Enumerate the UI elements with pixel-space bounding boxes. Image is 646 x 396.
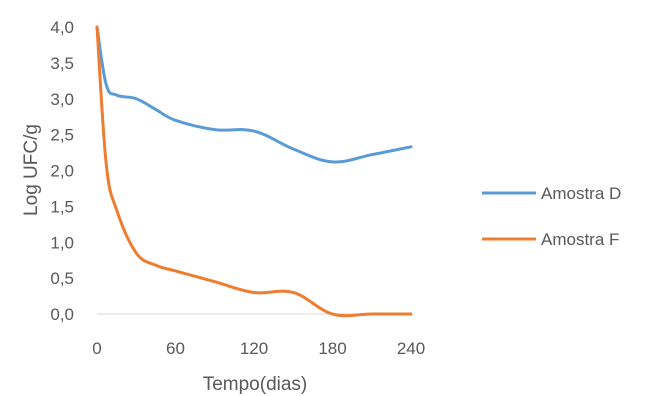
plot-series (95, 25, 413, 318)
legend-label: Amostra D (541, 184, 621, 203)
y-tick-label: 3,5 (50, 54, 74, 73)
y-axis-ticks: 0,0 0,5 1,0 1,5 2,0 2,5 3,0 3,5 4,0 (50, 18, 74, 324)
series-line-amostra-f (95, 25, 413, 318)
x-axis-ticks: 0 60 120 180 240 (92, 339, 425, 358)
legend-label: Amostra F (541, 230, 619, 249)
y-tick-label: 3,0 (50, 90, 74, 109)
y-axis-title: Log UFC/g (21, 124, 42, 216)
x-tick-label: 60 (166, 339, 185, 358)
y-tick-label: 0,5 (50, 269, 74, 288)
x-tick-label: 0 (92, 339, 101, 358)
y-tick-label: 0,0 (50, 305, 74, 324)
y-tick-label: 2,0 (50, 162, 74, 181)
legend: Amostra D Amostra F (482, 184, 621, 249)
y-tick-label: 2,5 (50, 126, 74, 145)
x-tick-label: 180 (318, 339, 346, 358)
x-axis-title: Tempo(dias) (203, 374, 308, 395)
y-tick-label: 1,0 (50, 233, 74, 252)
y-tick-label: 4,0 (50, 18, 74, 37)
x-tick-label: 240 (397, 339, 425, 358)
series-line-amostra-d (95, 25, 413, 164)
y-tick-label: 1,5 (50, 197, 74, 216)
x-tick-label: 120 (240, 339, 268, 358)
